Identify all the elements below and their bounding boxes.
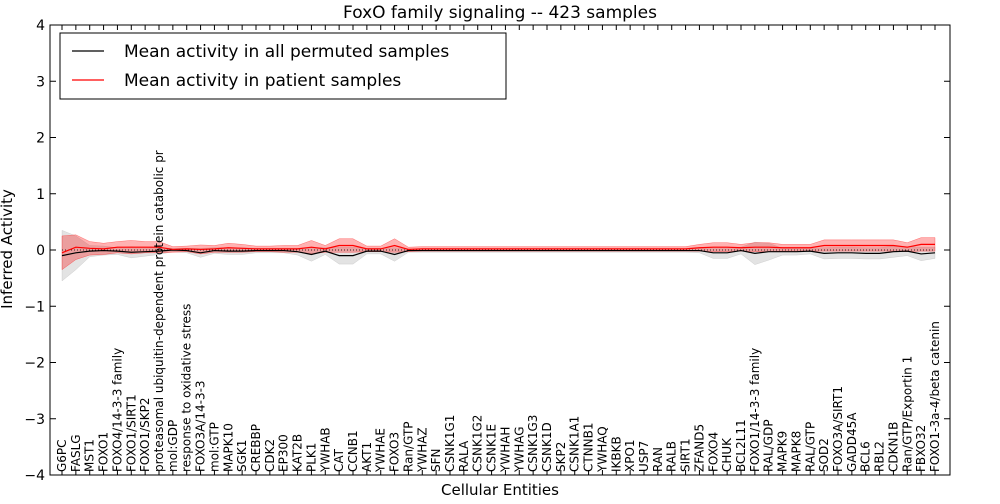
x-tick-label: FBXO32: [914, 425, 928, 472]
confidence-bands: [61, 229, 936, 282]
x-tick-label: RAL/GDP: [762, 419, 776, 472]
y-tick-label: −4: [24, 468, 45, 484]
x-tick-label: CAT: [332, 448, 346, 472]
x-tick-label: G6PC: [55, 439, 69, 472]
legend-box: [59, 32, 507, 100]
x-tick-label: SOD2: [817, 438, 831, 472]
x-tick-label: response to oxidative stress: [180, 304, 194, 472]
x-tick-label: RBL2: [873, 441, 887, 472]
x-tick-label: USP7: [637, 441, 651, 472]
x-tick-label: CCNB1: [346, 430, 360, 472]
x-tick-label: YWHAH: [498, 427, 512, 473]
x-tick-label: BCL2L11: [734, 419, 748, 472]
x-tick-label: Ran/GTP/Exportin 1: [900, 356, 914, 472]
x-tick-label: IKBKB: [609, 436, 623, 472]
x-tick-label: KAT2B: [291, 434, 305, 472]
x-tick-label: AKT1: [360, 442, 374, 472]
x-tick-label: FASLG: [69, 434, 83, 472]
x-tick-label: FOXO1/14-3-3 family: [748, 348, 762, 472]
x-tick-label: CSNK1D: [540, 422, 554, 472]
series-lines: [61, 243, 936, 257]
x-tick-label: RAN: [651, 447, 665, 472]
x-tick-label: CDKN1B: [886, 422, 900, 472]
y-tick-label: 2: [36, 131, 45, 147]
x-tick-label: proteasomal ubiquitin-dependent protein …: [152, 150, 166, 472]
y-tick-label: −1: [24, 299, 45, 315]
x-tick-label: MAPK10: [221, 423, 235, 472]
plot-frame: [49, 24, 951, 476]
chart-title: FoxO family signaling -- 423 samples: [343, 3, 657, 23]
x-tick-label: SIRT1: [679, 438, 693, 472]
x-tick-label: Ran/GTP: [401, 421, 415, 472]
x-tick-label: GADD45A: [845, 412, 859, 472]
x-tick-label: CHUK: [720, 437, 734, 472]
legend: Mean activity in all permuted samples Me…: [59, 32, 507, 100]
y-tick-label: 0: [36, 243, 45, 259]
x-tick-label: FOXO4: [706, 432, 720, 472]
x-tick-label: CSNK1E: [485, 424, 499, 472]
x-tick-label: MST1: [83, 439, 97, 472]
x-tick-label: FOXO3A/SIRT1: [831, 386, 845, 472]
x-tick-label: RALA: [457, 440, 471, 472]
x-tick-label: FOXO4/14-3-3 family: [110, 348, 124, 472]
y-tick-label: −2: [24, 356, 45, 372]
y-tick-label: −3: [24, 412, 45, 428]
x-tick-label: SKP2: [554, 442, 568, 472]
x-tick-label: FOXO3A/14-3-3: [194, 380, 208, 472]
x-axis-ticks: G6PC FASLG MST1 FOXO1 FOXO4/14-3-3 family FOX…: [55, 25, 942, 475]
legend-label-permuted: Mean activity in all permuted samples: [124, 42, 449, 62]
x-tick-label: FOXO1/SKP2: [138, 397, 152, 472]
x-tick-label: PLK1: [304, 443, 318, 472]
x-tick-label: RAL/GTP: [803, 422, 817, 472]
x-tick-label: MAPK8: [789, 431, 803, 472]
y-tick-label: 4: [36, 18, 45, 34]
band-permuted: [61, 229, 936, 282]
x-tick-label: ZFAND5: [692, 424, 706, 472]
band-patient: [61, 234, 936, 271]
x-tick-label: CSNK1A1: [568, 416, 582, 472]
x-tick-label: YWHAB: [318, 427, 332, 473]
x-tick-label: SGK1: [235, 440, 249, 472]
series-line-permuted: [61, 249, 936, 257]
x-tick-label: YWHAZ: [415, 427, 429, 473]
x-tick-label: mol:GTP: [207, 422, 221, 472]
x-tick-label: EP300: [277, 434, 291, 472]
x-tick-label: CREBBP: [249, 424, 263, 472]
x-tick-label: RALB: [665, 441, 679, 472]
x-tick-label: CDK2: [263, 439, 277, 472]
x-tick-label: FOXO3: [388, 432, 402, 472]
x-tick-label: FOXO1/SIRT1: [124, 394, 138, 472]
x-tick-label: YWHAE: [374, 428, 388, 473]
y-axis-label: Inferred Activity: [0, 189, 16, 309]
x-tick-label: CSNK1G2: [471, 415, 485, 472]
legend-label-patient: Mean activity in patient samples: [124, 71, 401, 91]
x-tick-label: YWHAQ: [595, 426, 609, 473]
x-tick-label: FOXO1-3a-4/beta catenin: [928, 321, 942, 472]
x-tick-label: CSNK1G3: [526, 415, 540, 472]
x-axis-label: Cellular Entities: [441, 481, 559, 499]
x-tick-label: MAPK9: [776, 431, 790, 472]
x-tick-label: FOXO1: [97, 432, 111, 472]
x-tick-label: YWHAG: [512, 426, 526, 473]
y-tick-label: 3: [36, 74, 45, 90]
y-tick-label: 1: [36, 187, 45, 203]
x-tick-label: BCL6: [859, 441, 873, 472]
series-line-patient: [61, 243, 935, 254]
x-tick-label: XPO1: [623, 439, 637, 472]
x-tick-label: CTNNB1: [582, 422, 596, 472]
x-tick-label: SFN: [429, 449, 443, 473]
x-tick-label: mol:GDP: [166, 420, 180, 472]
y-axis-ticks: −4 −3 −2 −1 0 1 2 3 4: [24, 18, 950, 484]
x-tick-label: CSNK1G1: [443, 415, 457, 472]
